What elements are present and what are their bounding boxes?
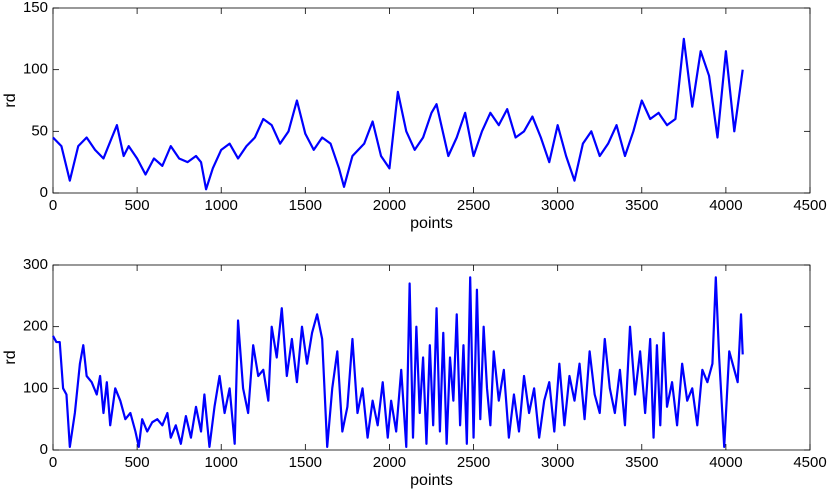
- y-axis-label: rd: [2, 93, 19, 107]
- x-tick-label: 500: [125, 197, 150, 214]
- y-tick-label: 100: [23, 379, 48, 396]
- x-tick-label: 3500: [625, 454, 658, 471]
- x-tick-label: 4500: [793, 197, 826, 214]
- data-line: [52, 276, 744, 449]
- x-axis-label: points: [410, 472, 453, 489]
- axes-box: [52, 264, 811, 451]
- x-tick-label: 4000: [709, 454, 742, 471]
- axes-box: [52, 7, 811, 194]
- x-axis-label: points: [410, 215, 453, 232]
- y-axis-label: rd: [2, 350, 19, 364]
- x-tick-label: 4500: [793, 454, 826, 471]
- x-tick-label: 2000: [373, 454, 406, 471]
- y-tick-label: 150: [23, 0, 48, 16]
- y-tick-label: 100: [23, 61, 48, 78]
- data-line: [52, 37, 744, 191]
- y-tick-label: 50: [31, 122, 48, 139]
- y-tick-label: 0: [40, 441, 48, 458]
- x-tick-label: 0: [49, 197, 57, 214]
- x-tick-label: 2500: [457, 454, 490, 471]
- x-tick-label: 2000: [373, 197, 406, 214]
- x-tick-label: 0: [49, 454, 57, 471]
- x-tick-label: 3000: [541, 454, 574, 471]
- x-tick-label: 1500: [289, 454, 322, 471]
- y-tick-label: 200: [23, 318, 48, 335]
- x-tick-label: 3500: [625, 197, 658, 214]
- x-tick-label: 1000: [205, 454, 238, 471]
- x-tick-label: 500: [125, 454, 150, 471]
- y-tick-label: 0: [40, 184, 48, 201]
- x-tick-label: 3000: [541, 197, 574, 214]
- x-tick-label: 1500: [289, 197, 322, 214]
- y-tick-label: 300: [23, 256, 48, 273]
- x-tick-label: 2500: [457, 197, 490, 214]
- x-tick-label: 1000: [205, 197, 238, 214]
- x-tick-label: 4000: [709, 197, 742, 214]
